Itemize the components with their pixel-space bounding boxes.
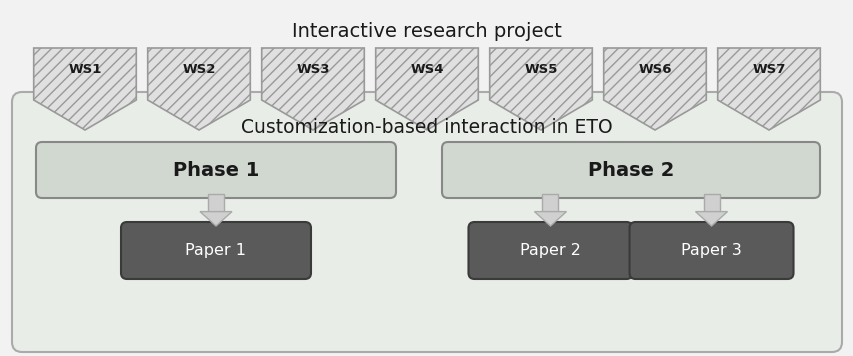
- Polygon shape: [148, 48, 250, 130]
- FancyBboxPatch shape: [703, 194, 719, 211]
- Text: WS3: WS3: [296, 63, 329, 76]
- FancyBboxPatch shape: [468, 222, 632, 279]
- FancyBboxPatch shape: [629, 222, 792, 279]
- Text: WS6: WS6: [637, 63, 671, 76]
- Text: Paper 3: Paper 3: [681, 243, 741, 258]
- Polygon shape: [534, 211, 566, 226]
- Polygon shape: [717, 48, 820, 130]
- Text: WS1: WS1: [68, 63, 102, 76]
- Polygon shape: [33, 48, 136, 130]
- Text: WS7: WS7: [751, 63, 785, 76]
- Text: Phase 2: Phase 2: [587, 161, 673, 179]
- FancyBboxPatch shape: [36, 142, 396, 198]
- Polygon shape: [694, 211, 727, 226]
- Text: Paper 1: Paper 1: [185, 243, 247, 258]
- Polygon shape: [603, 48, 705, 130]
- FancyBboxPatch shape: [442, 142, 819, 198]
- Text: WS2: WS2: [182, 63, 216, 76]
- Polygon shape: [489, 48, 592, 130]
- Text: Customization-based interaction in ETO: Customization-based interaction in ETO: [241, 118, 612, 137]
- FancyBboxPatch shape: [208, 194, 223, 211]
- Text: WS5: WS5: [524, 63, 557, 76]
- Text: WS4: WS4: [409, 63, 444, 76]
- FancyBboxPatch shape: [12, 92, 841, 352]
- FancyBboxPatch shape: [542, 194, 558, 211]
- FancyBboxPatch shape: [121, 222, 310, 279]
- Polygon shape: [200, 211, 232, 226]
- Text: Paper 2: Paper 2: [519, 243, 580, 258]
- Polygon shape: [261, 48, 364, 130]
- Text: Interactive research project: Interactive research project: [292, 22, 561, 41]
- Polygon shape: [375, 48, 478, 130]
- Text: Phase 1: Phase 1: [172, 161, 258, 179]
